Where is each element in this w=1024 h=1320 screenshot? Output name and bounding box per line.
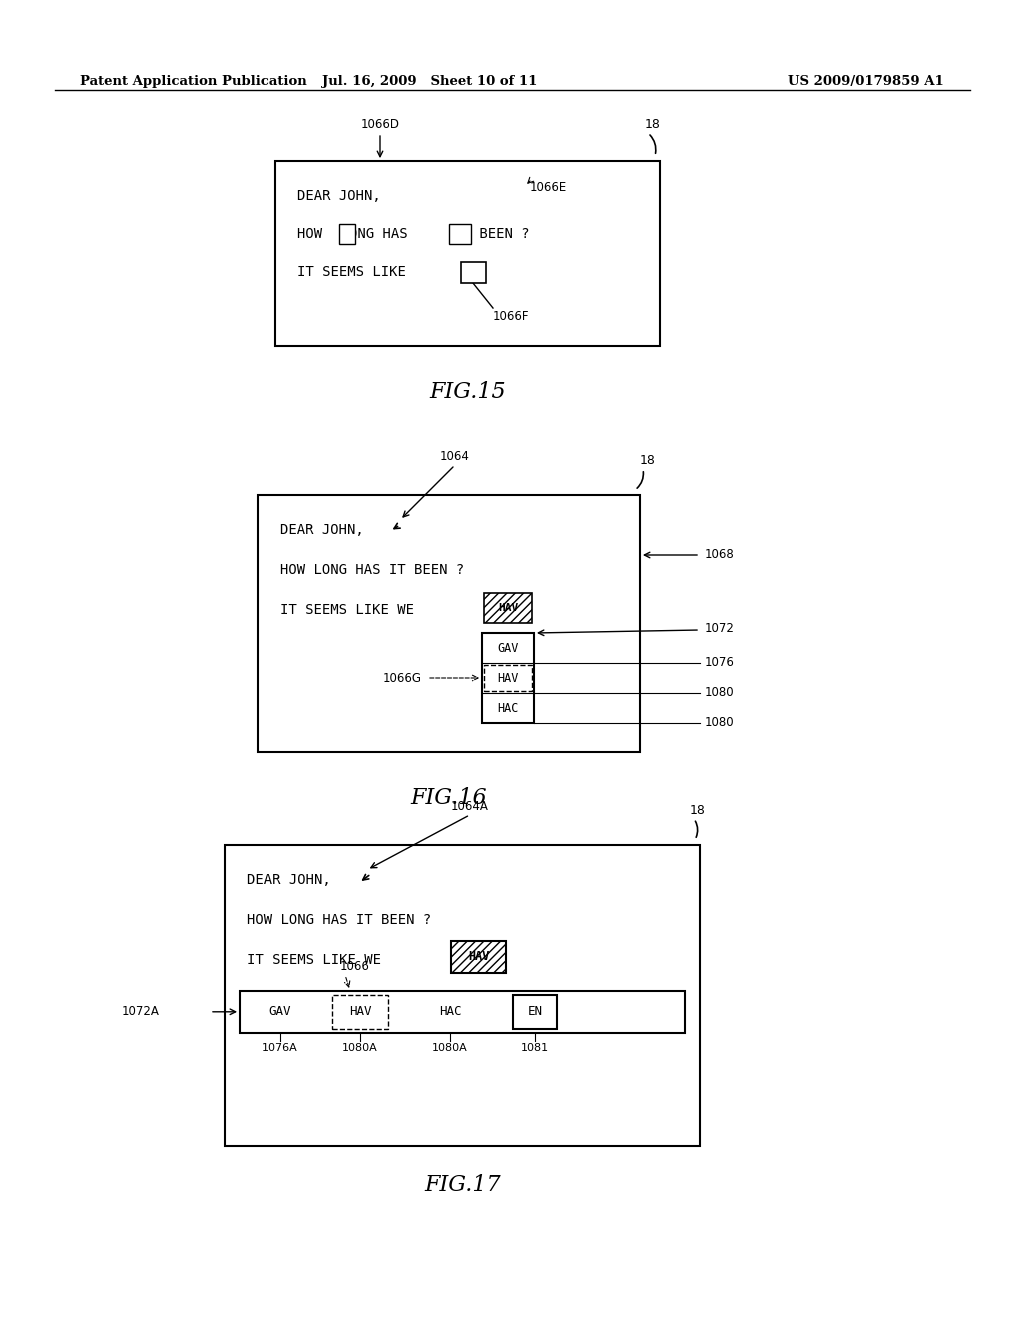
Text: HAC: HAC [438,1006,461,1018]
Text: 1064: 1064 [440,450,470,463]
Text: 1064A: 1064A [451,800,488,813]
Text: 1076A: 1076A [262,1043,298,1053]
Text: 1066D: 1066D [360,117,399,131]
Text: IT SEEMS LIKE WE: IT SEEMS LIKE WE [247,953,389,966]
Text: DEAR JOHN,: DEAR JOHN, [280,523,364,537]
Text: 1066E: 1066E [530,181,567,194]
Text: ONG HAS: ONG HAS [349,227,416,242]
Text: Jul. 16, 2009   Sheet 10 of 11: Jul. 16, 2009 Sheet 10 of 11 [323,75,538,88]
Bar [513,995,557,1028]
Text: 1076: 1076 [705,656,735,669]
Text: 18: 18 [690,804,706,817]
Text: HOW LONG HAS IT BEEN ?: HOW LONG HAS IT BEEN ? [247,913,431,927]
Bar [275,161,660,346]
Text: GAV: GAV [498,642,519,655]
Text: 1080A: 1080A [342,1043,378,1053]
Text: FIG.15: FIG.15 [429,381,506,403]
Text: 18: 18 [640,454,656,467]
Text: HOW: HOW [297,227,331,242]
Text: HAC: HAC [498,701,519,714]
Text: 1072A: 1072A [122,1006,160,1018]
Text: 1072: 1072 [705,622,735,635]
Text: HAV: HAV [349,1006,372,1018]
Text: IT SEEMS LIKE WE: IT SEEMS LIKE WE [280,603,422,616]
Bar [461,263,486,282]
Bar [482,634,534,723]
Text: 1080: 1080 [705,717,734,730]
Text: HAV: HAV [498,603,518,612]
Bar [258,495,640,752]
Text: 1066: 1066 [340,960,370,973]
Text: HAV: HAV [498,672,519,685]
Text: 1080: 1080 [705,686,734,700]
Bar [339,224,355,244]
Bar [484,593,532,623]
Text: 1081: 1081 [521,1043,549,1053]
Text: FIG.16: FIG.16 [411,788,487,809]
Text: HAV: HAV [468,950,489,964]
Bar [332,995,388,1028]
Bar [449,224,471,244]
Text: WE: WE [464,265,480,279]
Text: L: L [341,227,349,242]
Bar [240,991,685,1032]
Text: HOW LONG HAS IT BEEN ?: HOW LONG HAS IT BEEN ? [280,564,464,577]
Bar [484,665,532,690]
Text: Patent Application Publication: Patent Application Publication [80,75,307,88]
Text: 1066G: 1066G [383,672,422,685]
Text: IT: IT [453,227,470,242]
Text: IT SEEMS LIKE: IT SEEMS LIKE [297,265,415,279]
Bar [225,845,700,1146]
Text: DEAR JOHN,: DEAR JOHN, [247,873,331,887]
Text: FIG.17: FIG.17 [424,1173,501,1196]
Text: GAV: GAV [268,1006,291,1018]
Text: BEEN ?: BEEN ? [471,227,529,242]
Text: US 2009/0179859 A1: US 2009/0179859 A1 [788,75,944,88]
Text: 18: 18 [645,117,660,131]
Text: EN: EN [527,1006,543,1018]
Bar [451,941,506,973]
Text: 1080A: 1080A [432,1043,468,1053]
Text: 1068: 1068 [705,549,735,561]
Text: DEAR JOHN,: DEAR JOHN, [297,189,381,203]
Text: 1066F: 1066F [493,310,529,323]
